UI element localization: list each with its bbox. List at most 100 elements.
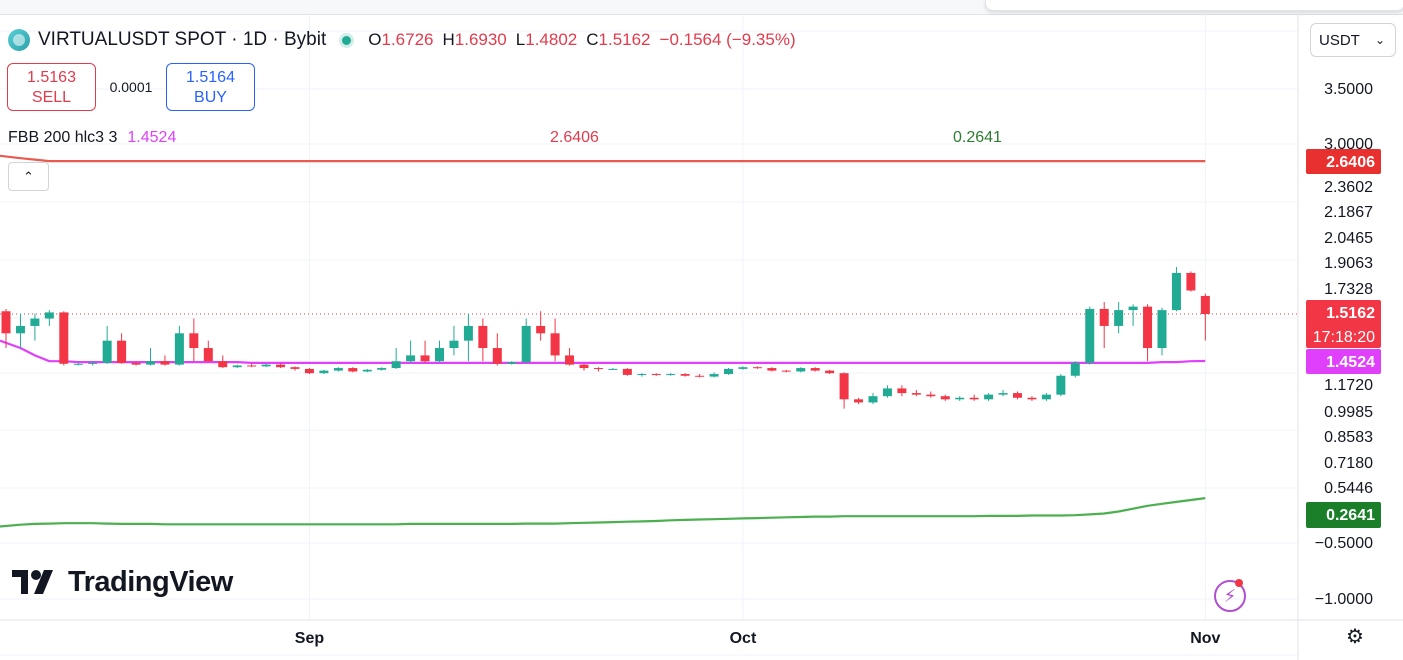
price-tick-label: −0.5000 (1315, 535, 1373, 552)
candle (1114, 302, 1124, 334)
candle-body (911, 393, 921, 395)
ohlc-low-label: L (515, 30, 526, 49)
price-tick-label: 2.1867 (1324, 204, 1373, 221)
price-badge-bg (1306, 349, 1381, 374)
price-badge-text: 2.6406 (1326, 154, 1375, 171)
price-tick-label: 3.0000 (1324, 136, 1373, 153)
candle (984, 393, 994, 401)
candle-body (333, 368, 343, 371)
candle-body (1171, 272, 1181, 311)
candle (30, 313, 40, 341)
candle (333, 367, 343, 372)
buy-button[interactable]: 1.5164 BUY (166, 63, 255, 111)
candle-body (1027, 397, 1037, 400)
flash-button[interactable]: ⚡︎ (1214, 580, 1246, 612)
candle-body (1114, 310, 1124, 326)
candle-body (507, 362, 517, 364)
candle-body (478, 325, 488, 349)
candle-body (362, 369, 372, 372)
candle-body (579, 364, 589, 369)
candle (507, 361, 517, 365)
price-badge-lower-band: 0.2641 (1306, 502, 1381, 528)
candle-body (463, 325, 473, 341)
candle (1171, 266, 1181, 312)
candle-body (1157, 310, 1167, 349)
price-badge-last-price: 1.5162 17:18:20 (1306, 300, 1381, 348)
candle-body (218, 361, 228, 368)
price-badge-text: 1.5162 (1326, 305, 1375, 322)
candle (969, 394, 979, 401)
price-tick-label: 3.5000 (1324, 81, 1373, 98)
candle-body (998, 393, 1008, 395)
candle-body (117, 340, 127, 363)
chevron-down-icon: ⌄ (1374, 33, 1385, 47)
candle-body (738, 367, 748, 369)
candle-body (1, 311, 11, 334)
candle-body (492, 348, 502, 364)
symbol-title[interactable]: VIRTUALUSDT SPOT · 1D · Bybit (38, 29, 327, 50)
candle (1056, 374, 1066, 397)
ohlc-close-value: 1.5162 (598, 30, 651, 49)
settings-icon: ⚙︎ (1346, 625, 1364, 648)
sell-button[interactable]: 1.5163 SELL (7, 63, 96, 111)
currency-selector[interactable]: USDT ⌄ (1310, 23, 1396, 57)
candle-body (247, 365, 257, 367)
indicator-legend[interactable]: FBB 200 hlc3 3 1.4524 (8, 129, 176, 147)
candle-body (1200, 295, 1210, 314)
indicator-upper-value: 2.6406 (550, 129, 599, 146)
candle (565, 348, 575, 366)
candle (1027, 396, 1037, 401)
price-tick-label: 0.8583 (1324, 429, 1373, 446)
price-badge-text: 0.2641 (1326, 507, 1375, 524)
candle (261, 363, 271, 368)
candle-body (752, 367, 762, 369)
candle (911, 389, 921, 397)
candle-body (1070, 362, 1080, 376)
collapse-legend-button[interactable]: ⌃ (8, 162, 49, 191)
mid-band-line (0, 339, 1206, 364)
candle-body (131, 362, 141, 365)
sell-price: 1.5163 (27, 69, 76, 86)
candle-body (1099, 308, 1109, 326)
candle (868, 393, 878, 404)
candle-body (377, 368, 387, 370)
candle (1013, 391, 1022, 400)
candle-body (550, 333, 560, 356)
price-tick-label: 1.1720 (1324, 377, 1373, 394)
tradingview-logo-icon (12, 569, 53, 594)
candle-body (897, 388, 907, 394)
candle (897, 385, 907, 397)
spread-value: 0.0001 (109, 79, 153, 95)
sell-label: SELL (31, 89, 72, 106)
candle-body (724, 368, 733, 375)
tradingview-logo[interactable]: TradingView (12, 566, 233, 599)
price-tick-label: 2.0465 (1324, 230, 1373, 247)
candle (232, 364, 242, 369)
candle (709, 372, 719, 378)
candle-body (868, 396, 878, 403)
chart-settings-button[interactable]: ⚙︎ (1343, 624, 1367, 648)
price-badge-upper-band: 2.6406 (1306, 149, 1381, 174)
candle (926, 391, 936, 398)
candle-body (536, 325, 546, 334)
bollinger-bands (0, 154, 1298, 528)
candles (1, 266, 1210, 409)
candle-body (146, 361, 155, 365)
candle (247, 363, 257, 368)
candle-body (420, 355, 430, 362)
candle-body (406, 355, 416, 362)
candle-body (709, 374, 719, 377)
flash-icon: ⚡︎ (1223, 585, 1237, 606)
axes: 3.5000 3.0000 2.3602 2.1867 2.0465 1.9063 1.73… (0, 14, 1403, 660)
candle (738, 366, 748, 370)
candle (796, 367, 806, 373)
candle-body (593, 368, 603, 370)
candle (1085, 306, 1095, 365)
candle-body (203, 348, 213, 362)
candle (290, 366, 300, 371)
candle (1157, 307, 1167, 356)
candle-body (59, 312, 69, 364)
candle (131, 362, 141, 366)
candle (377, 367, 387, 371)
